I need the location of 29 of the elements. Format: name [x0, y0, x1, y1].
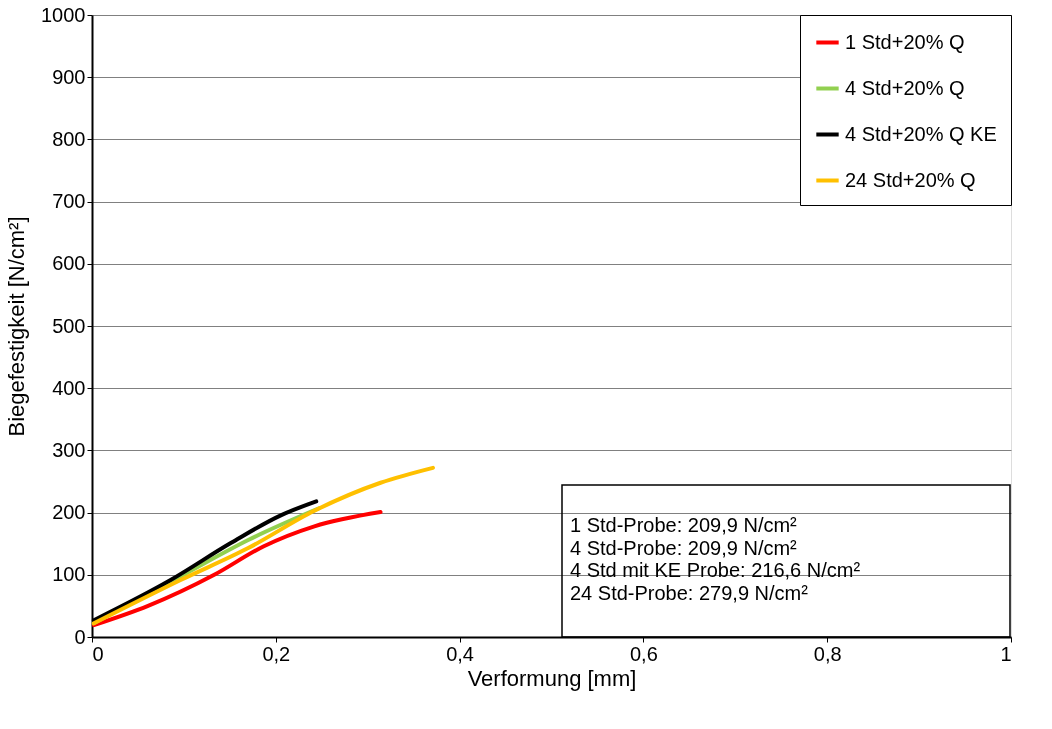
- x-tick-label: 0,4: [446, 642, 475, 665]
- y-tick-label: 0: [74, 625, 86, 648]
- legend-label: 4 Std+20% Q: [845, 76, 965, 99]
- legend-label: 4 Std+20% Q KE: [845, 122, 997, 145]
- line-series: [91, 509, 383, 628]
- y-tick-label: 400: [52, 376, 86, 399]
- y-tick-label: 500: [52, 314, 86, 337]
- y-axis-title: Biegefestigkeit [N/cm²]: [4, 216, 30, 437]
- x-tick-label: 0,8: [813, 642, 842, 665]
- x-tick-label: 1: [1000, 642, 1012, 665]
- y-tick-label: 700: [52, 190, 86, 213]
- y-tick-label: 300: [52, 438, 86, 461]
- annotation: 1 Std-Probe: 209,9 N/cm²: [570, 514, 798, 537]
- y-tick-label: 800: [52, 127, 86, 150]
- y-tick-label: 1000: [41, 3, 86, 26]
- annotation: 4 Std mit KE Probe: 216,6 N/cm²: [570, 559, 861, 582]
- x-tick-label: 0: [92, 642, 104, 665]
- annotation: 24 Std-Probe: 279,9 N/cm²: [570, 581, 809, 604]
- legend-label: 1 Std+20% Q: [845, 30, 965, 53]
- annotation: 4 Std-Probe: 209,9 N/cm²: [570, 536, 798, 559]
- y-tick-label: 100: [52, 563, 86, 586]
- x-tick-label: 0,2: [262, 642, 291, 665]
- y-tick-label: 200: [52, 501, 86, 524]
- line-series: [91, 465, 435, 626]
- y-tick-label: 600: [52, 252, 86, 275]
- y-tick-label: 900: [52, 65, 86, 88]
- x-axis-title: Verformung [mm]: [467, 665, 637, 691]
- x-tick-label: 0,6: [629, 642, 658, 665]
- legend-label: 24 Std+20% Q: [845, 168, 976, 191]
